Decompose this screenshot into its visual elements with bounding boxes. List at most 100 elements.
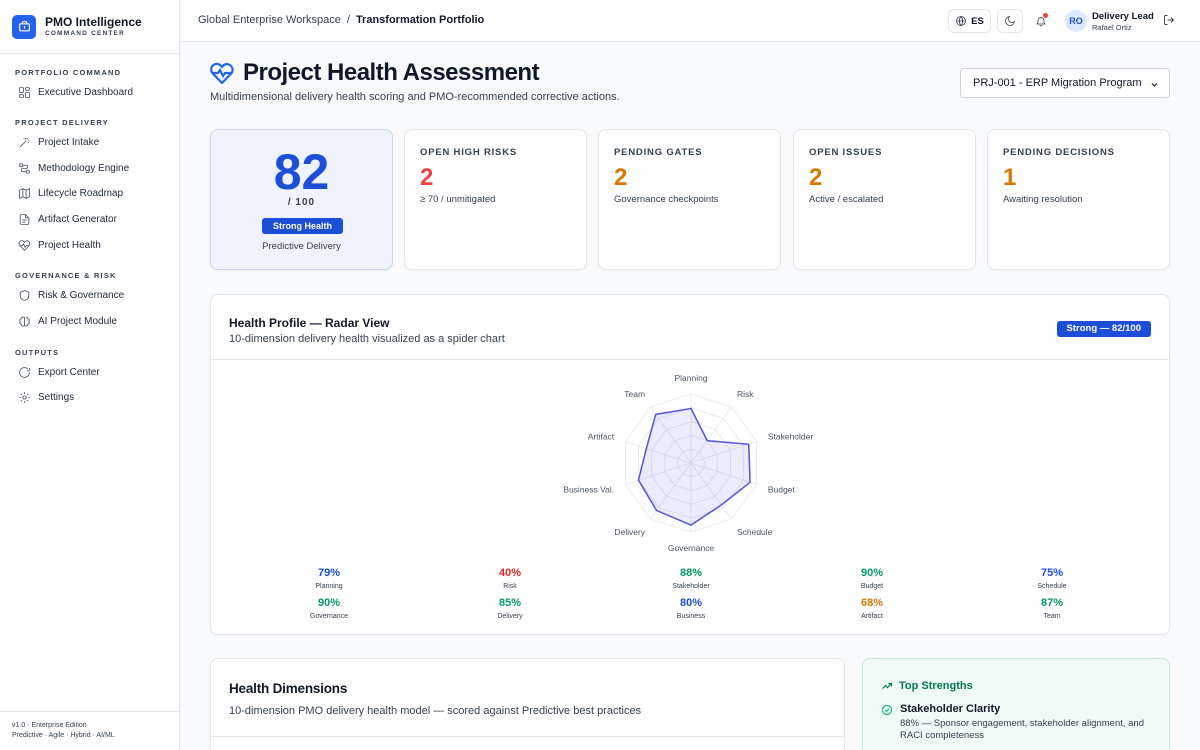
globe-icon [956, 16, 967, 26]
logout-icon[interactable] [1163, 14, 1175, 26]
project-select[interactable]: PRJ-001 - ERP Migration Program [960, 68, 1170, 98]
dimension-name: Schedule [1037, 583, 1067, 590]
brain-icon [19, 316, 30, 327]
dimension-name: Artifact [861, 613, 883, 620]
topbar: Global Enterprise Workspace / Transformati… [180, 0, 1200, 42]
briefcase-icon [12, 14, 36, 39]
radar-axis-label: Delivery [614, 527, 645, 537]
radar-card-header: Health Profile — Radar View 10-dimension… [211, 295, 1169, 360]
kpi-card-pending-gates[interactable]: PENDING GATES 2 Governance checkpoints [598, 129, 781, 270]
grid-icon [19, 87, 30, 98]
radar-spoke [690, 441, 757, 464]
language-button[interactable]: ES [948, 9, 991, 33]
radar-axis-label: Planning [674, 373, 707, 383]
top-strengths-card: Top Strengths Stakeholder Clarity 88% — … [862, 658, 1170, 750]
dimension-name: Risk [503, 583, 517, 590]
theme-toggle-button[interactable] [997, 9, 1023, 33]
radar-spoke [625, 462, 692, 485]
health-dimensions-title: Health Dimensions [229, 681, 348, 696]
radar-chart: Planning Risk Stakeholder Budget Schedule Gov… [563, 373, 813, 553]
methodology-label: Predictive Delivery [262, 241, 341, 252]
dimension-value: 90% [317, 597, 341, 609]
kpi-value: 2 [809, 164, 823, 191]
kpi-description: Awaiting resolution [1003, 194, 1083, 205]
shield-icon [19, 290, 30, 302]
sidebar-item-executive-dashboard[interactable]: Executive Dashboard [0, 81, 179, 105]
avatar[interactable]: RO [1065, 10, 1087, 32]
dimension-value: 68% [860, 597, 884, 609]
dimension-name: Governance [309, 613, 349, 620]
kpi-value: 1 [1003, 164, 1017, 191]
dimension-score: 68% Artifact [812, 597, 932, 622]
radar-axis-label: Schedule [737, 527, 773, 537]
nav-section-governance: GOVERNANCE & RISK [15, 271, 117, 281]
sidebar-item-label: Project Intake [38, 136, 100, 148]
map-icon [19, 188, 30, 200]
sidebar-item-export-center[interactable]: Export Center [0, 360, 179, 384]
sidebar: PMO Intelligence COMMAND CENTER PORTFOLI… [0, 0, 180, 750]
brand-name: PMO Intelligence [45, 15, 142, 29]
kpi-card-pending-decisions[interactable]: PENDING DECISIONS 1 Awaiting resolution [987, 129, 1170, 270]
radar-axis-label: Risk [737, 389, 754, 399]
breadcrumb-separator: / [346, 14, 350, 26]
version-text: v1.0 · Enterprise Edition [12, 722, 87, 729]
chevron-down-icon [1151, 82, 1158, 87]
sidebar-item-ai-project-module[interactable]: AI Project Module [0, 310, 179, 334]
sidebar-item-lifecycle-roadmap[interactable]: Lifecycle Roadmap [0, 182, 179, 206]
workflow-icon [19, 162, 30, 174]
sidebar-item-project-intake[interactable]: Project Intake [0, 130, 179, 154]
dimension-score: 90% Governance [269, 597, 389, 622]
sidebar-item-label: Export Center [38, 366, 100, 378]
sidebar-item-methodology-engine[interactable]: Methodology Engine [0, 156, 179, 180]
dimension-value: 75% [1040, 567, 1064, 579]
dimension-score: 80% Business [631, 597, 751, 622]
radar-spoke [690, 462, 732, 520]
sidebar-footer: v1.0 · Enterprise Edition Predictive · A… [0, 711, 179, 750]
wand-icon [19, 138, 30, 148]
sidebar-item-label: Artifact Generator [38, 213, 117, 225]
dimension-name: Team [1043, 613, 1061, 620]
radar-axis-label: Artifact [588, 432, 615, 442]
moon-icon [1005, 15, 1016, 26]
breadcrumb-current: Transformation Portfolio [355, 14, 485, 26]
health-score-max: / 100 [287, 197, 316, 208]
radar-spoke [650, 462, 692, 520]
dimension-value: 87% [1040, 597, 1064, 609]
radar-subtitle: 10-dimension delivery health visualized … [229, 333, 505, 345]
sidebar-item-artifact-generator[interactable]: Artifact Generator [0, 207, 179, 231]
sidebar-item-settings[interactable]: Settings [0, 386, 179, 410]
nav-section-delivery: PROJECT DELIVERY [15, 117, 109, 127]
dimension-value: 79% [317, 567, 341, 579]
health-status-badge: Strong Health [262, 218, 343, 234]
strength-title: Stakeholder Clarity [900, 703, 1001, 715]
radar-axis-label: Business Val. [563, 484, 614, 494]
dimension-name: Budget [860, 583, 884, 590]
kpi-card-high-risks[interactable]: OPEN HIGH RISKS 2 ≥ 70 / unmitigated [404, 129, 587, 270]
health-dimensions-subtitle: 10-dimension PMO delivery health model —… [229, 705, 642, 717]
nav-section-portfolio: PORTFOLIO COMMAND [15, 68, 122, 77]
radar-axis-label: Governance [668, 543, 715, 553]
radar-axis-label: Team [624, 389, 645, 399]
kpi-label: PENDING GATES [614, 147, 703, 158]
sidebar-item-label: Methodology Engine [38, 162, 130, 174]
sidebar-item-project-health[interactable]: Project Health [0, 233, 179, 257]
project-select-value: PRJ-001 - ERP Migration Program [973, 77, 1142, 89]
breadcrumb-workspace[interactable]: Global Enterprise Workspace [198, 14, 341, 26]
nav-section-outputs: OUTPUTS [15, 347, 60, 357]
health-score-value: 82 [273, 144, 330, 200]
kpi-value: 2 [420, 164, 434, 191]
user-role: Delivery Lead [1092, 11, 1154, 22]
sidebar-item-risk-governance[interactable]: Risk & Governance [0, 284, 179, 308]
bell-icon [1036, 17, 1046, 27]
brand[interactable]: PMO Intelligence COMMAND CENTER [0, 0, 179, 54]
notification-dot [1043, 13, 1048, 18]
user-name: Rafael Ortiz [1092, 23, 1132, 32]
dimension-name: Business [676, 613, 706, 620]
dimension-value: 85% [498, 597, 522, 609]
radar-spoke [650, 406, 692, 464]
kpi-card-open-issues[interactable]: OPEN ISSUES 2 Active / escalated [793, 129, 976, 270]
radar-series-area [637, 407, 751, 526]
dimension-score: 90% Budget [812, 567, 932, 592]
notifications-button[interactable] [1028, 9, 1054, 33]
radar-spoke [690, 406, 732, 464]
